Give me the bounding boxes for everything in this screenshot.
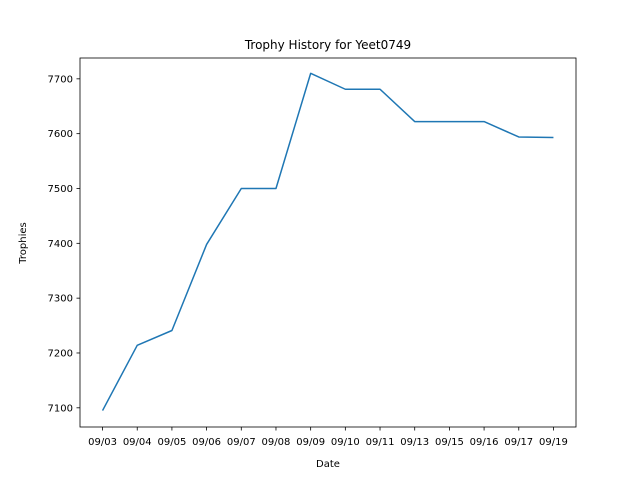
y-tick-label: 7100	[48, 403, 73, 414]
x-tick-label: 09/07	[227, 437, 256, 448]
y-tick-label: 7300	[48, 294, 73, 305]
x-tick-label: 09/04	[123, 437, 152, 448]
x-axis-label: Date	[316, 459, 340, 470]
chart-title: Trophy History for Yeet0749	[244, 38, 411, 52]
x-tick-label: 09/11	[366, 437, 395, 448]
x-tick-label: 09/09	[296, 437, 325, 448]
x-tick-label: 09/17	[504, 437, 533, 448]
x-tick-label: 09/06	[192, 437, 221, 448]
plot-area: 09/03 09/04 09/05 09/06 09/07 09/08 09/09 09/10…	[48, 57, 577, 448]
y-tick-label: 7400	[48, 239, 73, 250]
x-tick-label: 09/19	[539, 437, 568, 448]
series-line-0	[101, 72, 554, 411]
y-tick-label: 7500	[48, 184, 73, 195]
x-tick-label: 09/03	[88, 437, 117, 448]
x-tick-label: 09/15	[435, 437, 464, 448]
x-tick-label: 09/05	[158, 437, 187, 448]
plot-frame	[79, 57, 577, 428]
x-tick-label: 09/08	[262, 437, 291, 448]
x-tick-label: 09/13	[400, 437, 429, 448]
y-axis-label: Trophies	[18, 222, 29, 264]
y-tick-label: 7600	[48, 129, 73, 140]
y-tick-label: 7200	[48, 348, 73, 359]
x-tick-label: 09/16	[470, 437, 499, 448]
y-tick-label: 7700	[48, 74, 73, 85]
x-tick-label: 09/10	[331, 437, 360, 448]
